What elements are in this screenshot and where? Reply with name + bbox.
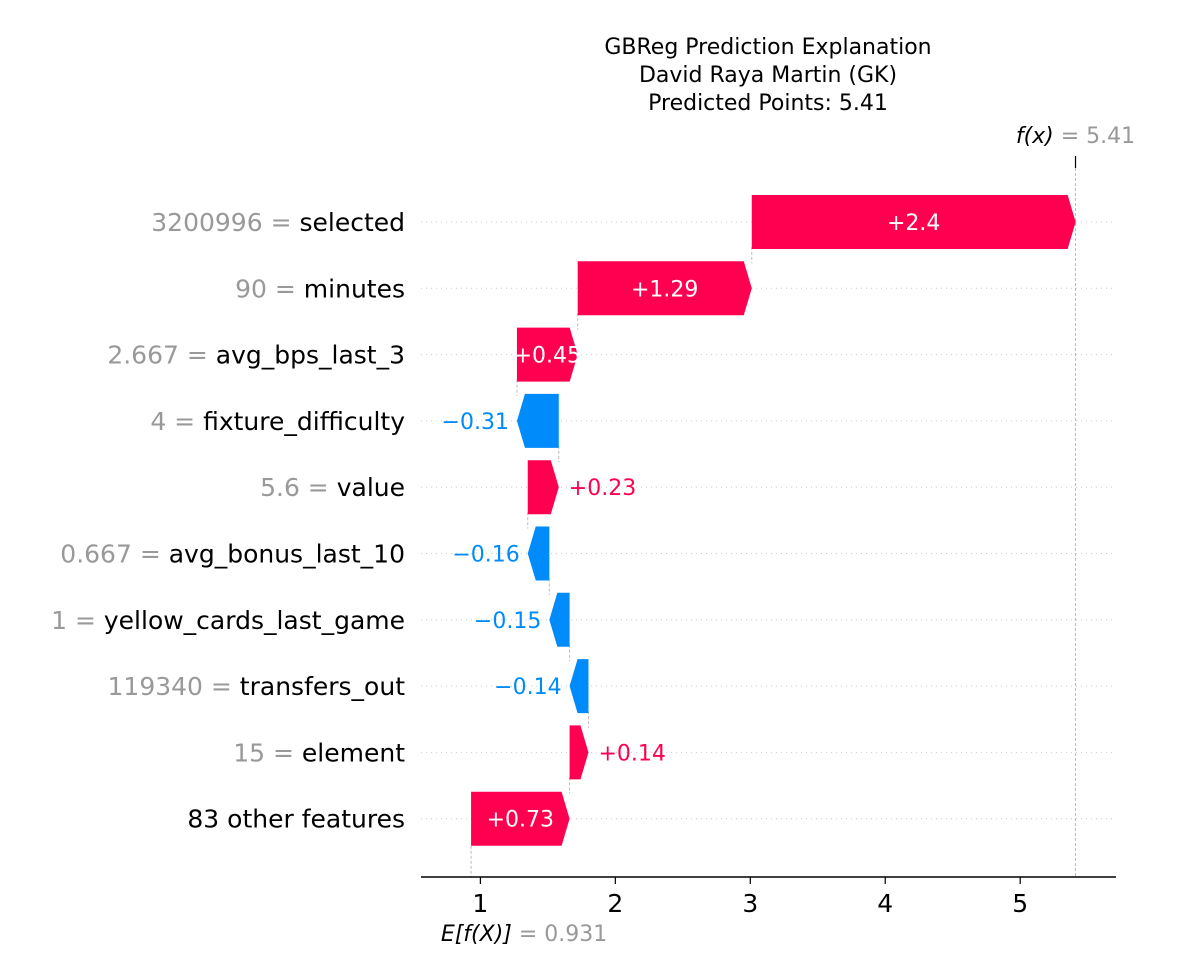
bar-selected: [751, 195, 1076, 249]
feature-name: element: [302, 738, 405, 767]
x-tick-label: 5: [1012, 889, 1028, 918]
feature-name: minutes: [304, 274, 405, 303]
bar-value-label: +0.23: [569, 476, 636, 501]
x-tick-label: 2: [607, 889, 623, 918]
feature-label: 90 = minutes: [235, 274, 405, 303]
bar-value-label: −0.15: [474, 609, 541, 634]
feature-label: 0.667 = avg_bonus_last_10: [60, 540, 405, 569]
feature-label: 4 = fixture_difficulty: [150, 407, 405, 436]
feature-equals: =: [166, 407, 203, 436]
x-tick-label: 4: [877, 889, 893, 918]
x-tick-label: 1: [472, 889, 488, 918]
bar-avg-bps-last-3: [516, 327, 578, 382]
feature-name: value: [337, 473, 405, 502]
title-line-3: Predicted Points: 5.41: [648, 91, 888, 116]
fx-expression: f(x): [1016, 124, 1054, 149]
feature-value: 4: [150, 407, 166, 436]
bar-value-label: −0.31: [442, 410, 509, 435]
x-axis: 1 2 3 4 5: [421, 876, 1116, 918]
feature-value: 0.667: [60, 540, 132, 569]
bar-value-label: −0.14: [494, 675, 561, 700]
feature-label: 3200996 = selected: [151, 208, 405, 237]
feature-label: 2.667 = avg_bps_last_3: [107, 341, 405, 370]
feature-value: 15: [233, 738, 265, 767]
bar-value: [527, 460, 559, 515]
feature-equals: =: [179, 341, 216, 370]
feature-labels: 3200996 = selected 90 = minutes 2.667 = av…: [51, 208, 405, 834]
feature-name: 83 other features: [187, 805, 405, 834]
chart-title: GBReg Prediction Explanation David Raya M…: [604, 35, 931, 116]
feature-name: avg_bps_last_3: [216, 341, 405, 370]
title-line-1: GBReg Prediction Explanation: [604, 35, 931, 60]
fx-annotation: f(x) = 5.41: [1016, 124, 1135, 149]
feature-name: fixture_difficulty: [203, 407, 405, 436]
bar-value-label: −0.16: [452, 543, 519, 568]
feature-equals: =: [67, 606, 104, 635]
feature-equals: =: [300, 473, 337, 502]
feature-value: 119340: [108, 672, 203, 701]
bar-avg-bonus-last-10: [527, 526, 550, 581]
bar-transfers-out: [569, 659, 589, 714]
bar-83-other-features: [471, 791, 570, 846]
connector-lines: [470, 156, 1077, 877]
feature-name: selected: [299, 208, 405, 237]
feature-label: 15 = element: [233, 738, 405, 767]
feature-value: 2.667: [107, 341, 179, 370]
bar-element: [569, 725, 589, 780]
feature-equals: =: [203, 672, 240, 701]
bar-value-label: +0.73: [487, 808, 554, 833]
base-value-label: E[f(X)] = 0.931: [441, 922, 607, 947]
feature-equals: =: [267, 274, 304, 303]
feature-equals: =: [265, 738, 302, 767]
bar-value-label: +0.14: [598, 741, 665, 766]
feature-equals: =: [132, 540, 169, 569]
bar-value-label: +0.45: [514, 344, 581, 369]
feature-name: yellow_cards_last_game: [104, 606, 405, 635]
bar-yellow-cards-last-game: [549, 592, 570, 647]
bar-fixture-difficulty: [516, 393, 559, 448]
feature-equals: =: [263, 208, 300, 237]
feature-label: 5.6 = value: [260, 473, 405, 502]
feature-value: 3200996: [151, 208, 262, 237]
base-value: = 0.931: [512, 922, 607, 947]
title-line-2: David Raya Martin (GK): [639, 63, 897, 88]
x-tick-label: 3: [742, 889, 758, 918]
feature-value: 5.6: [260, 473, 300, 502]
base-expression: E[f(X)]: [441, 922, 512, 947]
base-value-annotation: E[f(X)] = 0.931: [441, 922, 607, 947]
feature-label: 83 other features: [187, 805, 405, 834]
feature-name: transfers_out: [240, 672, 405, 701]
bar-value-label: +1.29: [631, 277, 698, 302]
row-gridlines: [421, 221, 1116, 820]
feature-value: 90: [235, 274, 267, 303]
feature-label: 1 = yellow_cards_last_game: [51, 606, 405, 635]
fx-label: f(x) = 5.41: [1016, 124, 1135, 149]
bar-value-label: +2.4: [887, 211, 940, 236]
bar-minutes: [577, 261, 752, 316]
fx-value: = 5.41: [1054, 124, 1135, 149]
bars: +2.4 +1.29 +0.45 −0.31 +0.23 −0.16 −0.15 −0.14 +…: [442, 195, 1076, 846]
feature-value: 1: [51, 606, 67, 635]
feature-label: 119340 = transfers_out: [108, 672, 406, 701]
feature-name: avg_bonus_last_10: [169, 540, 405, 569]
